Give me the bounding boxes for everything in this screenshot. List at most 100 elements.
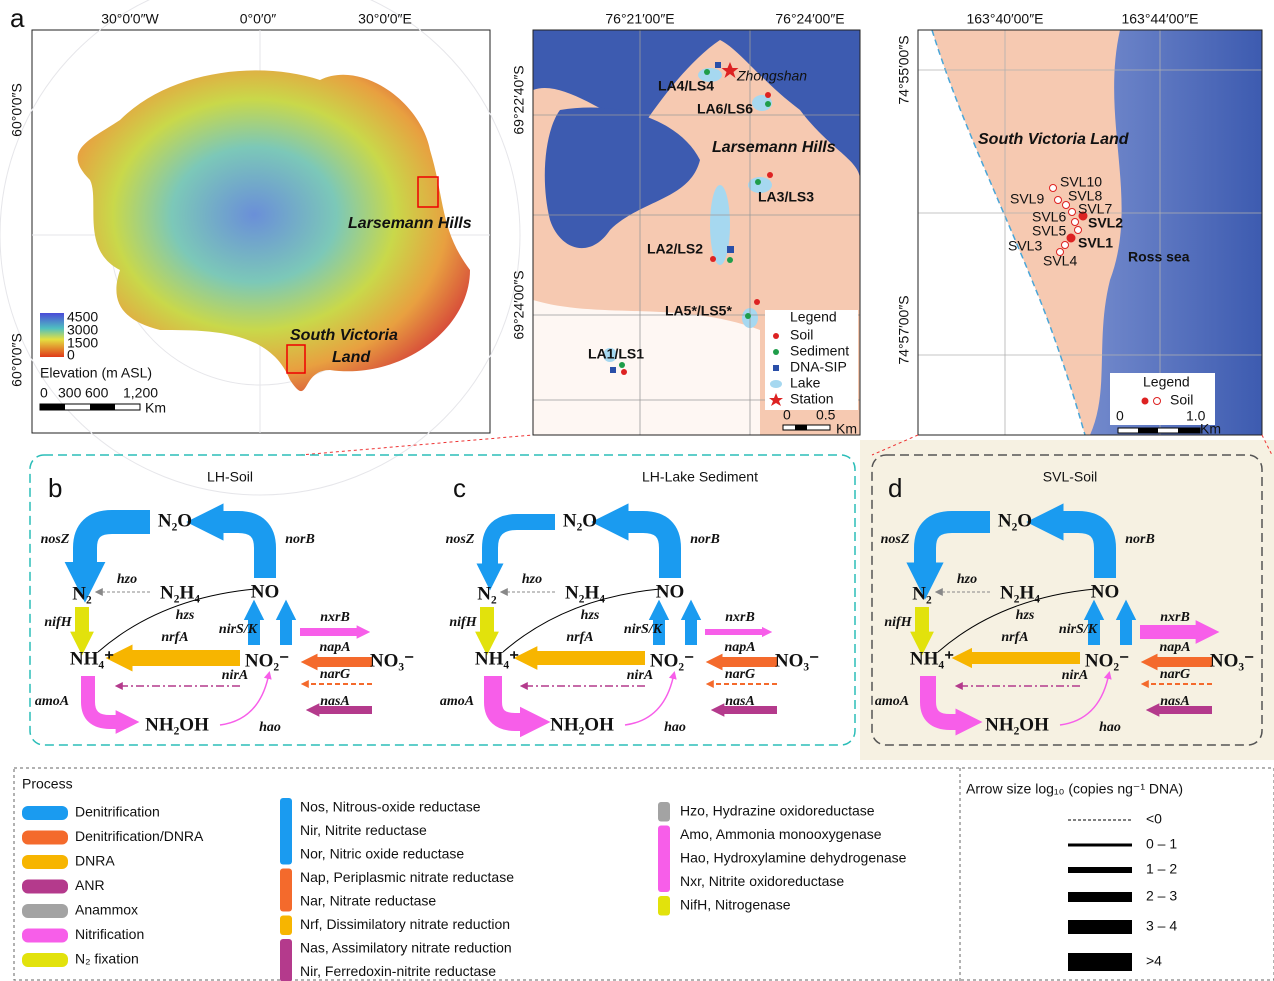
gene: amoA [35, 694, 69, 709]
station-label: Zhongshan [736, 68, 807, 84]
gene: napA [724, 640, 755, 655]
legend-title: Legend [1143, 374, 1190, 390]
compound: NO [1091, 581, 1120, 602]
scale-unit: Km [145, 400, 166, 416]
gene: hao [259, 720, 281, 735]
ice [533, 300, 760, 435]
legend-swatch [22, 904, 68, 918]
legend-label: Nas, Assimilatory nitrate reduction [300, 940, 512, 956]
site-label: SVL9 [1010, 191, 1044, 207]
legend-label: Soil [790, 327, 813, 343]
gene: hzs [1016, 608, 1035, 623]
lon-label: 30°0′0″E [358, 11, 412, 27]
gene: nosZ [446, 532, 475, 547]
pathway-arrow [625, 522, 670, 578]
scale-tick: 0.5 [816, 407, 836, 423]
legend-title: Process [22, 776, 73, 792]
gene: nasA [725, 694, 755, 709]
scale-tick: 0 [40, 385, 48, 401]
legend-label: Sediment [790, 343, 849, 359]
legend-label: Anammox [75, 902, 138, 918]
compound: N₂ [477, 583, 497, 604]
lat-label: 60°0′0″S [9, 83, 25, 137]
legend-label: Nar, Nitrate reductase [300, 893, 436, 909]
figure: a30°0′0″W0°0′0″30°0′0″E60°0′0″S60°0′0″SL… [0, 0, 1274, 981]
lon-label: 163°44′00″E [1121, 11, 1198, 27]
panel-title: LH-Soil [207, 469, 253, 485]
scale-tick: 0 [1116, 408, 1124, 424]
gene: narG [725, 667, 755, 682]
legend-label: Nitrification [75, 926, 144, 942]
gene: norB [285, 532, 315, 547]
elevation-bar [40, 313, 64, 357]
lon-label: 76°21′00″E [605, 11, 674, 27]
compound: NH₂OH [550, 714, 614, 735]
elevation-tick: 0 [67, 347, 75, 363]
legend-label: Nxr, Nitrite oxidoreductase [680, 873, 844, 889]
compound: NH₂OH [145, 714, 209, 735]
gene: hzo [117, 572, 137, 587]
compound: NO₃⁻ [1210, 650, 1254, 671]
legend-label: NifH, Nitrogenase [680, 897, 791, 913]
place-label: Larsemann Hills [712, 139, 836, 156]
scale-unit: Km [836, 421, 857, 437]
legend-label: Nor, Nitric oxide reductase [300, 846, 464, 862]
gene: hzo [957, 572, 977, 587]
pathway-arrow [625, 678, 673, 725]
pathway-arrow [220, 522, 265, 578]
legend-swatch [280, 869, 292, 912]
compound: N₂H₄ [160, 582, 200, 603]
gene: nirA [222, 668, 248, 683]
gene: nxrB [320, 610, 350, 625]
compound: NO₂⁻ [245, 650, 289, 671]
legend-label: Nap, Periplasmic nitrate reductase [300, 869, 514, 885]
legend-label: Nrf, Dissimilatory nitrate reduction [300, 916, 510, 932]
scale-tick: 1,200 [123, 385, 158, 401]
sea-label: Ross sea [1128, 249, 1190, 265]
site-label: SVL2 [1088, 215, 1123, 231]
gene: nrfA [1001, 630, 1028, 645]
legend-label: DNRA [75, 853, 115, 869]
gene: nirS/K [624, 622, 664, 637]
gene: amoA [440, 694, 474, 709]
size-label: 1 – 2 [1146, 861, 1177, 877]
gene: nxrB [1160, 610, 1190, 625]
place-label: South Victoria Land [978, 131, 1130, 148]
gene: narG [320, 667, 350, 682]
compound: NO₃⁻ [370, 650, 414, 671]
size-label: 3 – 4 [1146, 918, 1177, 934]
site-label: LA4/LS4 [658, 78, 714, 94]
compound: NH₄⁺ [475, 648, 519, 669]
compound: N₂ [912, 583, 932, 604]
site-label: LA1/LS1 [588, 346, 644, 362]
legend-label: ANR [75, 877, 105, 893]
gene: nosZ [41, 532, 70, 547]
elevation-title: Elevation (m ASL) [40, 365, 152, 381]
compound: NO₂⁻ [650, 650, 694, 671]
lat-label: 69°24′00″S [511, 270, 527, 339]
legend-label: Amo, Ammonia monooxygenase [680, 826, 882, 842]
scale-tick: 600 [85, 385, 109, 401]
scale-tick: 0 [783, 407, 791, 423]
scale-bar [40, 404, 140, 410]
compound: N₂H₄ [1000, 582, 1040, 603]
legend-swatch [280, 939, 292, 981]
compound: N₂O [563, 510, 597, 531]
panel-label: c [453, 473, 466, 503]
gene: hzo [522, 572, 542, 587]
scale-unit: Km [1200, 421, 1221, 437]
site-label: LA5*/LS5* [665, 303, 732, 319]
pathway-arrow [490, 522, 555, 566]
compound: N₂H₄ [565, 582, 605, 603]
gene: norB [1125, 532, 1155, 547]
gene: nirS/K [219, 622, 259, 637]
place-label: Land [332, 349, 371, 366]
compound: N₂O [998, 510, 1032, 531]
legend-swatch [22, 855, 68, 869]
compound: NH₂OH [985, 714, 1049, 735]
gene: nosZ [881, 532, 910, 547]
gene: napA [319, 640, 350, 655]
legend-label: Denitrification [75, 804, 160, 820]
legend-label: Nir, Nitrite reductase [300, 822, 427, 838]
legend-swatch [22, 880, 68, 894]
